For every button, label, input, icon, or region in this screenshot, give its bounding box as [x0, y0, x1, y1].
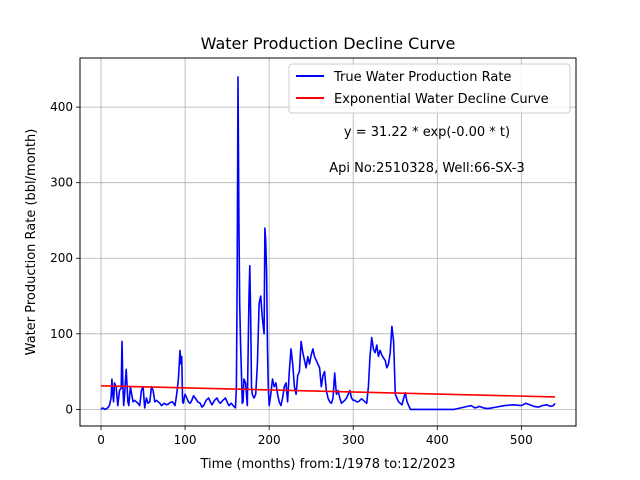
x-axis: 0 100 200 300 400 500 [97, 426, 533, 447]
legend-label-true-rate: True Water Production Rate [333, 70, 511, 85]
y-axis-label: Water Production Rate (bbl/month) [24, 129, 39, 356]
legend: True Water Production Rate Exponential W… [288, 63, 571, 114]
y-axis: 0 100 200 300 400 [50, 100, 80, 416]
x-tick-label: 100 [174, 433, 197, 447]
plot-area [79, 57, 577, 427]
true-water-production-line [100, 76, 556, 411]
y-tick-label: 100 [50, 327, 73, 341]
x-tick-label: 500 [510, 433, 533, 447]
x-tick-label: 400 [426, 433, 449, 447]
y-tick-label: 400 [50, 100, 73, 114]
x-tick-label: 300 [342, 433, 365, 447]
x-axis-label: Time (months) from:1/1978 to:12/2023 [199, 457, 455, 472]
x-tick-label: 200 [258, 433, 281, 447]
equation-annotation: y = 31.22 * exp(-0.00 * t) [344, 125, 510, 140]
exponential-decline-line [100, 385, 556, 398]
legend-label-decline-curve: Exponential Water Decline Curve [334, 92, 549, 107]
chart-title: Water Production Decline Curve [201, 34, 456, 53]
grid [80, 58, 576, 426]
well-annotation: Api No:2510328, Well:66-SX-3 [329, 161, 525, 176]
series-layer [100, 76, 556, 411]
y-tick-label: 300 [50, 176, 73, 190]
x-tick-label: 0 [97, 433, 105, 447]
y-tick-label: 200 [50, 251, 73, 265]
y-tick-label: 0 [65, 402, 73, 416]
legend-box [288, 63, 571, 114]
